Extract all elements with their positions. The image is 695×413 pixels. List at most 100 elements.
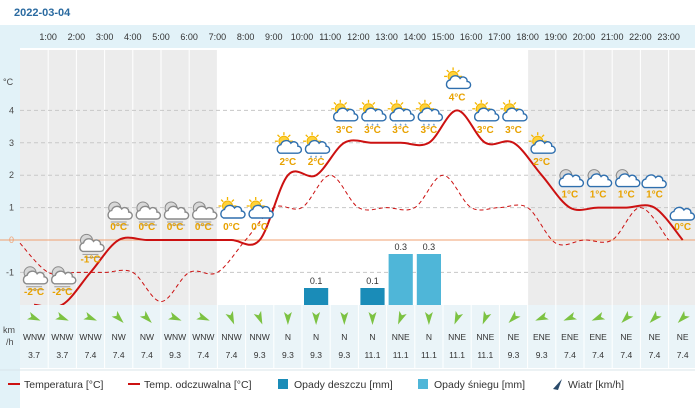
wind-direction-label: ENE <box>533 332 551 342</box>
sun-ray <box>502 101 506 106</box>
wind-speed-label: 9.3 <box>254 350 266 360</box>
cloud-icon <box>641 174 667 189</box>
sun-ray <box>344 101 348 106</box>
sun-cloud-snow-icon: * * * <box>359 99 387 130</box>
hour-label: 2:00 <box>68 32 86 42</box>
wind-direction-arrow-icon <box>225 310 235 325</box>
night-partly-cloudy-fog-icon <box>135 201 162 226</box>
snowflake: * <box>310 156 313 162</box>
grid <box>0 50 695 305</box>
snowflake: * <box>320 156 323 162</box>
wind-speed-label: 11.1 <box>365 350 381 360</box>
wind-axis-label-h: /h <box>6 337 14 347</box>
wind-direction-label: NE <box>508 332 520 342</box>
hour-label: 23:00 <box>657 32 680 42</box>
cloud-shape <box>641 174 667 189</box>
hour-label: 8:00 <box>237 32 255 42</box>
wind-direction-label: NNW <box>250 332 270 342</box>
hour-label: 10:00 <box>291 32 314 42</box>
precipitation-bars: 0.1 0.1 0.3 0.3 <box>304 242 441 305</box>
sun-cloud-icon <box>218 197 246 219</box>
temperature-label: -1°C <box>80 254 100 265</box>
legend-label: Wiatr [km/h] <box>568 379 624 391</box>
sun-ray <box>428 101 432 106</box>
y-tick-label: 2 <box>9 170 14 180</box>
sun-ray <box>389 101 393 106</box>
night-partly-cloudy-fog-icon <box>191 201 218 226</box>
snowflake: * <box>371 124 374 130</box>
sun-ray <box>305 134 309 138</box>
temperature-label: 0°C <box>139 222 156 233</box>
temperature-label: 2°C <box>533 157 550 168</box>
wind-speed-label: 9.3 <box>310 350 322 360</box>
sun-cloud-icon <box>246 197 274 219</box>
rain-square-icon <box>278 379 288 389</box>
cloud-shape <box>502 107 528 122</box>
snow-bar <box>416 254 441 305</box>
hour-label: 17:00 <box>488 32 511 42</box>
sun-ray <box>220 199 224 203</box>
wind-direction-arrow-icon <box>111 310 124 323</box>
wind-arrow-icon <box>553 379 562 390</box>
cloud-shape <box>304 139 331 154</box>
sun-ray <box>446 69 450 73</box>
sun-ray <box>361 101 365 106</box>
wind-speed-label: 9.3 <box>282 350 294 360</box>
wind-direction-arrow-icon <box>398 310 407 325</box>
snowflake: * <box>366 124 369 130</box>
snowflake: * <box>315 156 318 162</box>
wind-direction-arrow-icon <box>621 310 634 323</box>
temperature-label: 0°C <box>167 222 184 233</box>
wind-direction-label: NE <box>649 332 661 342</box>
cloud-shape <box>248 204 274 219</box>
hour-label: 21:00 <box>601 32 624 42</box>
cloud-shape <box>614 173 641 188</box>
y-tick-label: 0 <box>9 235 14 245</box>
temperature-labels: -2°C -2°C -1°C 0°C 0°C 0°C 0°C 0°C 0°C 2°C 2°C 3°C 3… <box>24 92 691 297</box>
temperature-label: 3°C <box>364 125 381 136</box>
hour-label: 22:00 <box>629 32 652 42</box>
precip-label: 0.3 <box>423 242 436 252</box>
sun-ray <box>456 69 460 73</box>
temperature-label: 1°C <box>618 190 635 201</box>
temperature-label: 1°C <box>590 190 607 201</box>
wind-speed-label: 7.4 <box>85 350 97 360</box>
snowflake: * <box>400 124 403 130</box>
temperature-label: -2°C <box>52 287 72 298</box>
wind-speed-label: 11.1 <box>393 350 409 360</box>
temperature-label: 2°C <box>308 157 325 168</box>
night-partly-cloudy-fog-icon <box>163 201 190 226</box>
moon-cloud-icon <box>614 169 641 188</box>
temperature-label: 4°C <box>449 92 466 103</box>
hour-label: 7:00 <box>209 32 227 42</box>
hour-label: 16:00 <box>460 32 483 42</box>
wind-direction-arrow-icon <box>196 312 210 321</box>
temperature-label: 0°C <box>110 222 127 233</box>
wind-direction-label: N <box>341 332 347 342</box>
sun-ray <box>231 199 235 203</box>
sun-ray <box>418 101 422 106</box>
wind-speed-label: 7.4 <box>197 350 209 360</box>
wind-direction-label: N <box>285 332 291 342</box>
sun-cloud-icon <box>274 132 303 154</box>
cloud-shape <box>445 75 472 90</box>
night-partly-cloudy-fog-icon <box>107 201 133 226</box>
hour-label: 12:00 <box>347 32 370 42</box>
sun-cloud-icon <box>331 99 359 122</box>
temperature-label: 3°C <box>477 125 494 136</box>
wind-direction-label: NW <box>112 332 126 342</box>
cloud-shape <box>276 139 303 154</box>
moon-cloud-icon <box>558 169 585 188</box>
temperature-label: 1°C <box>562 190 579 201</box>
sun-cloud-icon <box>528 132 556 154</box>
legend-label: Opady deszczu [mm] <box>294 379 393 391</box>
hour-label: 6:00 <box>180 32 198 42</box>
hour-label: 14:00 <box>404 32 427 42</box>
wind-direction-arrow-icon <box>424 312 433 325</box>
temperature-label: 0°C <box>223 222 240 233</box>
wind-speed-label: 7.4 <box>592 350 604 360</box>
hour-label: 20:00 <box>573 32 596 42</box>
wind-direction-arrow-icon <box>454 310 464 325</box>
y-axis-label: °C <box>3 77 14 87</box>
temperature-label: 3°C <box>336 125 353 136</box>
